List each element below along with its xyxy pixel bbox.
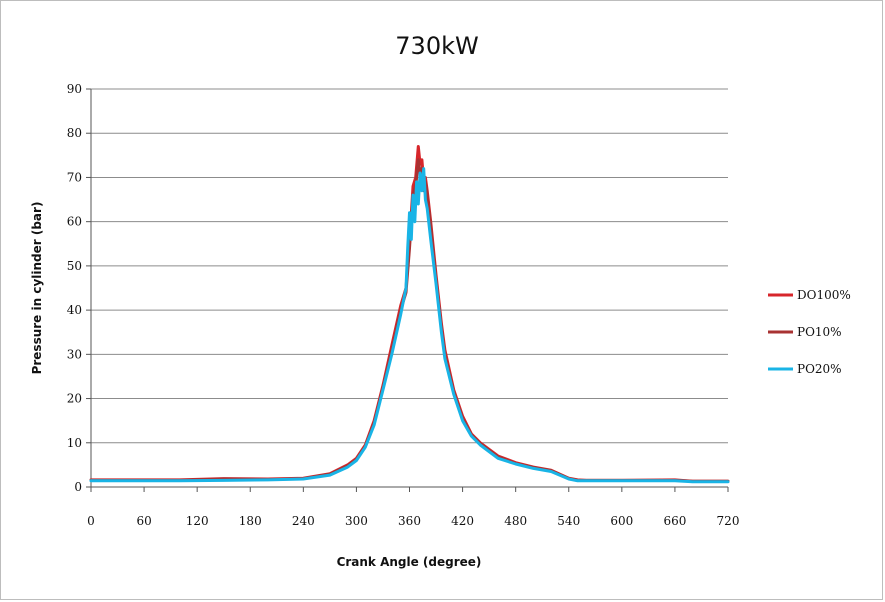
legend-label: DO100% (797, 288, 851, 302)
y-tick-label: 60 (67, 215, 82, 229)
x-tick-label: 300 (345, 514, 368, 528)
y-axis-label: Pressure in cylinder (bar) (30, 202, 44, 375)
series-line-2 (89, 158, 730, 483)
x-axis-label: Crank Angle (degree) (337, 555, 482, 569)
x-tick-label: 600 (610, 514, 633, 528)
y-tick-label: 10 (67, 436, 82, 450)
y-tick-label: 50 (67, 259, 82, 273)
y-tick-label: 0 (74, 480, 82, 494)
x-tick-label: 660 (663, 514, 686, 528)
axes (90, 89, 729, 492)
series-line-1 (89, 145, 730, 483)
x-tick-label: 360 (398, 514, 421, 528)
y-tick-label: 80 (67, 126, 82, 140)
chart-title: 730kW (395, 32, 478, 60)
x-tick-label: 720 (717, 514, 740, 528)
y-tick-label: 20 (67, 392, 82, 406)
x-tick-label: 180 (239, 514, 262, 528)
y-tick-label: 40 (67, 303, 82, 317)
series-line-3 (89, 167, 730, 484)
y-tick-label: 30 (67, 347, 82, 361)
x-tick-labels: 0 60 120 180 240 300 360 420 480 540 600 660 720 (87, 514, 739, 528)
legend-label: PO10% (797, 325, 842, 339)
legend-label: PO20% (797, 362, 842, 376)
x-tick-label: 420 (451, 514, 474, 528)
x-tick-label: 0 (87, 514, 95, 528)
x-tick-label: 480 (504, 514, 527, 528)
x-tick-label: 540 (557, 514, 580, 528)
y-tick-label: 90 (67, 82, 82, 96)
x-tick-label: 240 (292, 514, 315, 528)
x-tick-label: 60 (136, 514, 151, 528)
x-tick-label: 120 (186, 514, 209, 528)
series-lines (89, 145, 730, 484)
y-tick-labels: 0 10 20 30 40 50 60 70 80 90 (67, 82, 82, 494)
legend: DO100% PO10% PO20% (768, 288, 851, 376)
y-tick-label: 70 (67, 170, 82, 184)
